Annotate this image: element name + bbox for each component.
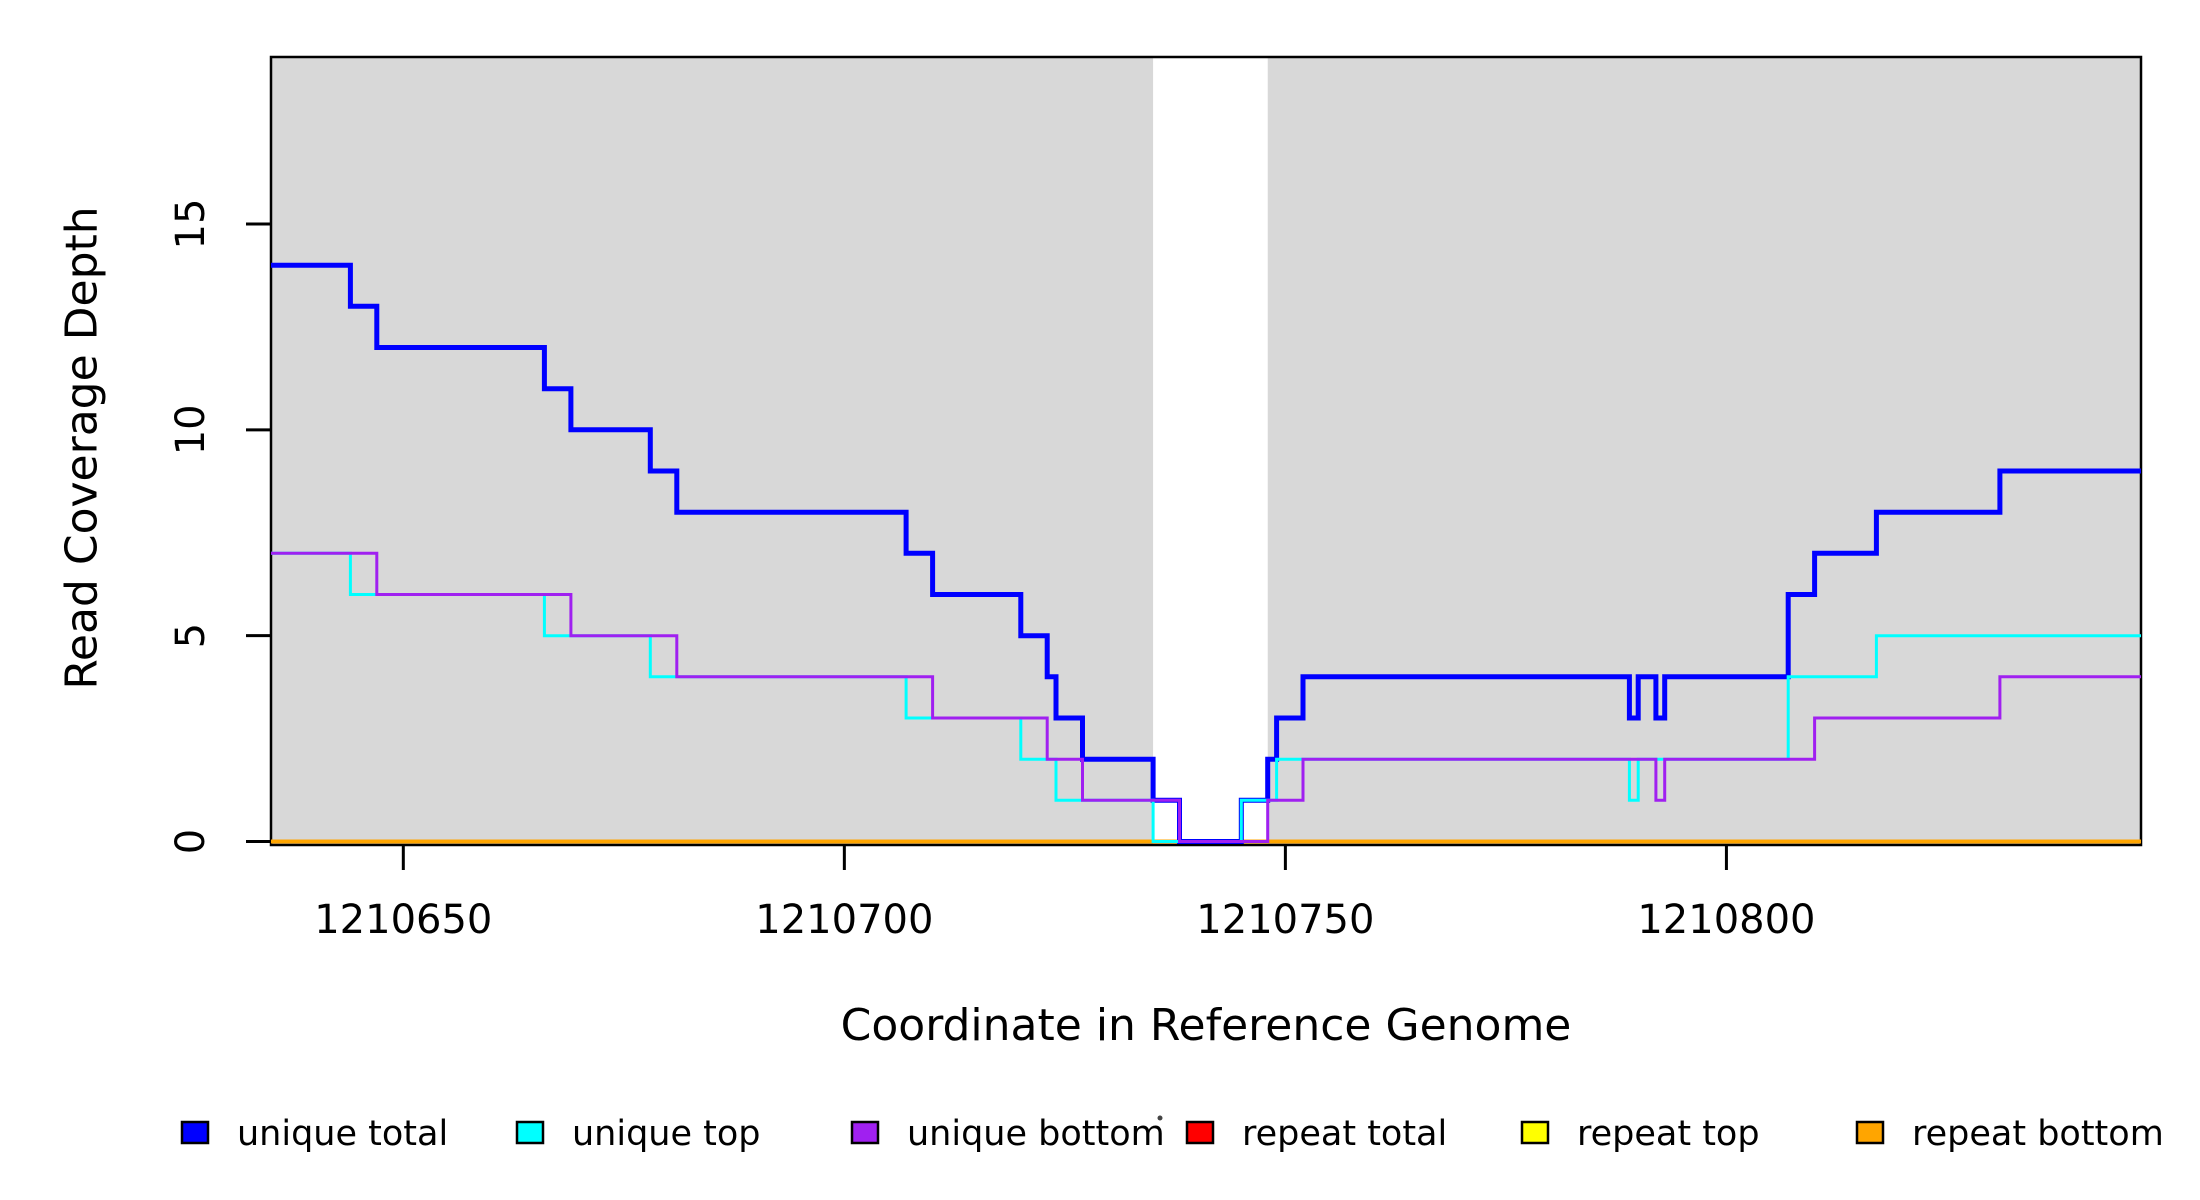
legend-swatch <box>850 1120 880 1145</box>
legend-swatch <box>180 1120 210 1145</box>
legend-item-repeat-bottom: repeat bottom <box>1855 1114 2164 1154</box>
y-tick-label: 0 <box>168 829 214 854</box>
y-tick-label: 15 <box>168 199 214 250</box>
y-tick-label: 5 <box>168 623 214 648</box>
legend-item-unique-total: unique total <box>180 1114 448 1154</box>
y-tick-label: 10 <box>168 404 214 455</box>
legend-item-unique-bottom: unique bottom <box>850 1114 1165 1154</box>
plot-box <box>269 55 2143 847</box>
x-tick-label: 1210650 <box>314 897 492 943</box>
legend-item-repeat-total: repeat total <box>1185 1114 1447 1154</box>
legend-label: repeat bottom <box>1912 1114 2164 1154</box>
legend-label: repeat top <box>1577 1114 1760 1154</box>
shaded-region <box>271 57 1154 845</box>
y-axis: 0 5 10 15 <box>168 199 271 854</box>
legend-swatch <box>1520 1120 1550 1145</box>
y-axis-title: Read Coverage Depth <box>57 206 108 689</box>
x-tick-label: 1210700 <box>755 897 933 943</box>
legend-label: unique total <box>237 1114 448 1154</box>
legend-item-repeat-top: repeat top <box>1520 1114 1760 1154</box>
series-lines <box>271 262 2141 844</box>
legend: unique total unique top unique bottom repea… <box>180 1114 2164 1154</box>
stray-dot <box>1157 1115 1163 1121</box>
legend-swatch <box>1185 1120 1215 1145</box>
legend-swatch <box>1855 1120 1885 1145</box>
shaded-region <box>1267 57 2141 845</box>
legend-label: unique top <box>572 1114 761 1154</box>
series-line-unique-bottom <box>271 551 2141 843</box>
legend-item-unique-top: unique top <box>515 1114 761 1154</box>
legend-label: unique bottom <box>907 1114 1165 1154</box>
x-axis: 1210650 1210700 1210750 1210800 <box>314 845 1816 943</box>
shaded-regions <box>271 57 2141 845</box>
legend-swatch <box>515 1120 545 1145</box>
legend-label: repeat total <box>1242 1114 1447 1154</box>
x-tick-label: 1210750 <box>1196 897 1374 943</box>
x-tick-label: 1210800 <box>1637 897 1815 943</box>
x-axis-title: Coordinate in Reference Genome <box>841 1000 1572 1051</box>
